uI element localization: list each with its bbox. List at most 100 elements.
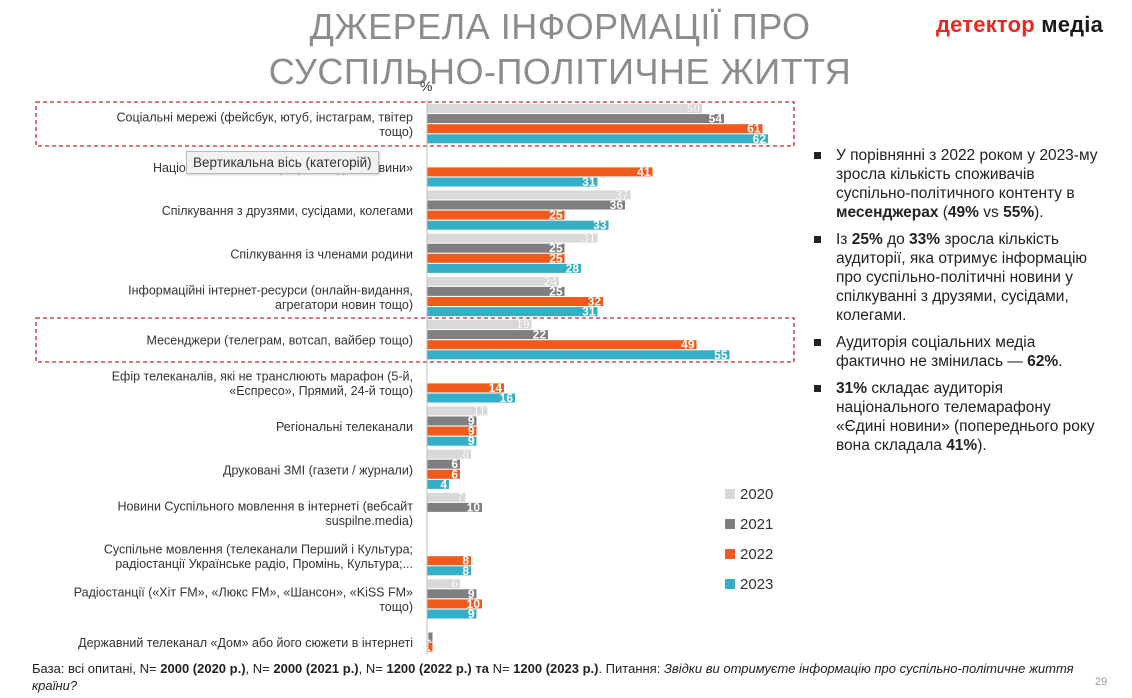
bar-2023 [427,436,477,446]
data-label: 6 [451,467,458,481]
data-label: 6 [451,577,458,591]
data-label: 10 [467,500,481,514]
footnote-text: База: всі опитані, N= [32,661,161,676]
bar-2021 [427,200,625,210]
bar-2020 [427,276,559,286]
bar-2023 [427,609,477,619]
finding-text: 62% [1027,353,1059,370]
bar-2021 [427,416,477,426]
category-label: Ефір телеканалів, які не транслюють мара… [112,370,413,384]
finding-text: зросла кількість аудиторії, яка отримує … [836,231,1088,324]
data-label: 9 [468,587,475,601]
legend-label: 2021 [740,516,773,533]
finding-text: . [1058,353,1063,370]
footnote-text: N= [488,661,514,676]
bar-2022 [427,253,565,263]
data-label: 10 [467,597,481,611]
bar-2020 [427,233,598,243]
category-label: Інформаційні інтернет-ресурси (онлайн-ви… [128,283,413,297]
bar-2021 [427,286,565,296]
category-label: Радіостанції («Хіт FM», «Люкс FM», «Шанс… [74,586,413,600]
data-label: 25 [549,208,563,222]
bar-2020 [427,579,460,589]
bar-2023 [427,263,581,273]
finding-item: У порівнянні з 2022 роком у 2023-му зрос… [812,146,1102,222]
finding-text: 49% [947,204,979,221]
data-label: 41 [637,165,651,179]
category-label: тощо) [379,125,413,139]
data-label: 19 [516,318,530,332]
finding-text: ). [977,437,987,454]
data-label: 25 [549,284,563,298]
data-label: 7 [457,490,464,504]
data-label: 31 [582,305,596,319]
footnote-text: , N= [245,661,274,676]
legend-swatch [725,519,735,529]
finding-text: 31% [836,380,868,397]
highlight-box [35,317,795,363]
logo-part-1: детектор [936,12,1035,37]
brand-logo: детектор медіа [936,12,1103,38]
data-label: 61 [747,122,761,136]
bar-2021 [427,589,477,599]
bar-2021 [427,243,565,253]
bar-2022 [427,599,482,609]
footnote-text: 1200 (2023 р.) [513,661,599,676]
bar-2023 [427,307,598,317]
finding-text: 55% [1003,204,1035,221]
data-label: 6 [451,457,458,471]
data-label: 37 [615,188,629,202]
bar-2023 [427,479,449,489]
footnote-text: , N= [358,661,387,676]
category-label: агрегатори новин тощо) [275,298,413,312]
finding-item: Аудиторія соціальних медіа фактично не з… [812,333,1102,371]
data-label: 11 [473,404,486,418]
category-label: Соціальні мережі (фейсбук, ютуб, інстагр… [117,110,414,124]
data-label: 9 [468,434,475,448]
bar-2020 [427,190,631,200]
bar-2021 [427,632,433,642]
finding-text: складає аудиторія національного телемара… [836,380,1095,454]
data-label: 62 [753,132,767,146]
data-label: 50 [687,102,701,116]
bar-2023 [427,566,471,576]
axis-tooltip: Вертикальна вісь (категорій) [186,151,379,174]
bar-2020 [427,320,532,329]
bar-chart: Соціальні мережі (фейсбук, ютуб, інстагр… [35,100,795,655]
data-label: 8 [462,564,469,578]
bar-2022 [427,297,603,306]
finding-text: ( [938,204,948,221]
bar-2023 [427,393,515,403]
data-label: 9 [468,414,475,428]
data-label: 28 [566,261,580,275]
bar-2020 [427,449,471,459]
data-label: 22 [533,328,547,342]
category-label: Суспільне мовлення (телеканали Перший і … [104,542,413,556]
legend-swatch [725,579,735,589]
data-label: 49 [681,338,695,352]
data-label: 25 [549,241,563,255]
category-label: Спілкування із членами родини [230,247,413,261]
bar-2023 [427,220,609,230]
footnote-text: . Питання: [598,661,664,676]
data-label: 8 [462,554,469,568]
bar-2022 [427,210,565,220]
data-label: 25 [549,251,563,265]
finding-text: 41% [946,437,978,454]
data-label: 8 [462,447,469,461]
data-label: 14 [489,381,503,395]
category-label: Державний телеканал «Дом» або його сюжет… [78,636,413,650]
footnote: База: всі опитані, N= 2000 (2020 р.), N=… [32,660,1102,694]
bar-2020 [427,104,702,113]
finding-text: vs [978,204,1004,221]
bar-2022 [427,167,653,177]
bar-2020 [427,406,488,416]
bar-2023 [427,177,598,187]
highlight-box [35,101,795,147]
bar-2023 [427,350,730,360]
page-title: ДЖЕРЕЛА ІНФОРМАЦІЇ ПРО СУСПІЛЬНО-ПОЛІТИЧ… [250,4,870,94]
bar-2021 [427,502,482,512]
finding-text: 25% [851,231,883,248]
bar-2021 [427,114,724,124]
footnote-text: 1200 (2022 р.) та [386,661,489,676]
